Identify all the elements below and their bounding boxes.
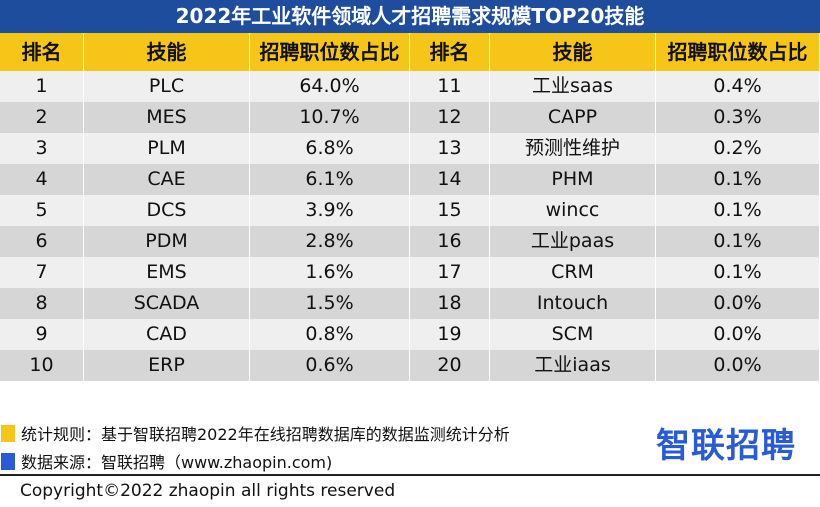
notes: 统计规则：基于智联招聘2022年在线招聘数据库的数据监测统计分析 数据来源：智联… bbox=[0, 419, 640, 475]
rank-cell: 5 bbox=[0, 195, 84, 226]
rank-cell: 8 bbox=[0, 288, 84, 319]
skill-cell: MES bbox=[84, 102, 250, 133]
note-source-text: 数据来源：智联招聘（www.zhaopin.com) bbox=[21, 453, 333, 472]
share-cell: 0.8% bbox=[250, 319, 410, 350]
divider bbox=[0, 474, 820, 476]
rank-cell: 18 bbox=[410, 288, 490, 319]
skill-cell: 工业saas bbox=[490, 71, 656, 102]
share-cell: 0.1% bbox=[656, 195, 820, 226]
rank-cell: 7 bbox=[0, 257, 84, 288]
share-cell: 0.3% bbox=[656, 102, 820, 133]
share-cell: 0.0% bbox=[656, 350, 820, 381]
share-cell: 0.6% bbox=[250, 350, 410, 381]
header-rank-right: 排名 bbox=[410, 33, 490, 71]
header-share-left: 招聘职位数占比 bbox=[250, 33, 410, 71]
share-cell: 6.1% bbox=[250, 164, 410, 195]
share-cell: 0.1% bbox=[656, 226, 820, 257]
rank-cell: 15 bbox=[410, 195, 490, 226]
share-cell: 2.8% bbox=[250, 226, 410, 257]
skill-cell: SCM bbox=[490, 319, 656, 350]
skill-cell: Intouch bbox=[490, 288, 656, 319]
skills-table: 排名 技能 招聘职位数占比 排名 技能 招聘职位数占比 1 PLC 64.0% 11 工业saas 0… bbox=[0, 33, 820, 381]
skill-cell: DCS bbox=[84, 195, 250, 226]
rank-cell: 9 bbox=[0, 319, 84, 350]
yellow-bar-icon bbox=[1, 424, 15, 442]
rank-cell: 12 bbox=[410, 102, 490, 133]
skill-cell: 工业paas bbox=[490, 226, 656, 257]
header-skill-right: 技能 bbox=[490, 33, 656, 71]
skill-cell: CAE bbox=[84, 164, 250, 195]
rank-cell: 20 bbox=[410, 350, 490, 381]
share-cell: 1.5% bbox=[250, 288, 410, 319]
skill-cell: PLC bbox=[84, 71, 250, 102]
skill-cell: EMS bbox=[84, 257, 250, 288]
share-cell: 0.4% bbox=[656, 71, 820, 102]
copyright-text: Copyright©2022 zhaopin all rights reserv… bbox=[20, 481, 396, 501]
skill-cell: SCADA bbox=[84, 288, 250, 319]
share-cell: 0.1% bbox=[656, 164, 820, 195]
rank-cell: 17 bbox=[410, 257, 490, 288]
share-cell: 0.0% bbox=[656, 319, 820, 350]
rank-cell: 4 bbox=[0, 164, 84, 195]
share-cell: 1.6% bbox=[250, 257, 410, 288]
skill-cell: CRM bbox=[490, 257, 656, 288]
share-cell: 0.2% bbox=[656, 133, 820, 164]
skill-cell: ERP bbox=[84, 350, 250, 381]
skill-cell: PLM bbox=[84, 133, 250, 164]
rank-cell: 2 bbox=[0, 102, 84, 133]
rank-cell: 11 bbox=[410, 71, 490, 102]
rank-cell: 16 bbox=[410, 226, 490, 257]
share-cell: 0.1% bbox=[656, 257, 820, 288]
blue-bar-icon bbox=[1, 452, 15, 470]
zhaopin-logo: 智联招聘 bbox=[656, 426, 796, 466]
rank-cell: 13 bbox=[410, 133, 490, 164]
note-rule-text: 统计规则：基于智联招聘2022年在线招聘数据库的数据监测统计分析 bbox=[21, 425, 510, 444]
rank-cell: 10 bbox=[0, 350, 84, 381]
skill-cell: PDM bbox=[84, 226, 250, 257]
rank-cell: 19 bbox=[410, 319, 490, 350]
skill-cell: CAD bbox=[84, 319, 250, 350]
share-cell: 64.0% bbox=[250, 71, 410, 102]
rank-cell: 1 bbox=[0, 71, 84, 102]
skill-cell: 工业iaas bbox=[490, 350, 656, 381]
share-cell: 10.7% bbox=[250, 102, 410, 133]
skill-cell: 预测性维护 bbox=[490, 133, 656, 164]
skill-cell: wincc bbox=[490, 195, 656, 226]
page-title: 2022年工业软件领域人才招聘需求规模TOP20技能 bbox=[0, 0, 820, 33]
rank-cell: 3 bbox=[0, 133, 84, 164]
note-source: 数据来源：智联招聘（www.zhaopin.com) bbox=[0, 447, 640, 475]
skill-cell: PHM bbox=[490, 164, 656, 195]
rank-cell: 14 bbox=[410, 164, 490, 195]
note-rule: 统计规则：基于智联招聘2022年在线招聘数据库的数据监测统计分析 bbox=[0, 419, 640, 447]
share-cell: 3.9% bbox=[250, 195, 410, 226]
share-cell: 0.0% bbox=[656, 288, 820, 319]
skill-cell: CAPP bbox=[490, 102, 656, 133]
header-share-right: 招聘职位数占比 bbox=[656, 33, 820, 71]
header-skill-left: 技能 bbox=[84, 33, 250, 71]
share-cell: 6.8% bbox=[250, 133, 410, 164]
rank-cell: 6 bbox=[0, 226, 84, 257]
header-rank-left: 排名 bbox=[0, 33, 84, 71]
